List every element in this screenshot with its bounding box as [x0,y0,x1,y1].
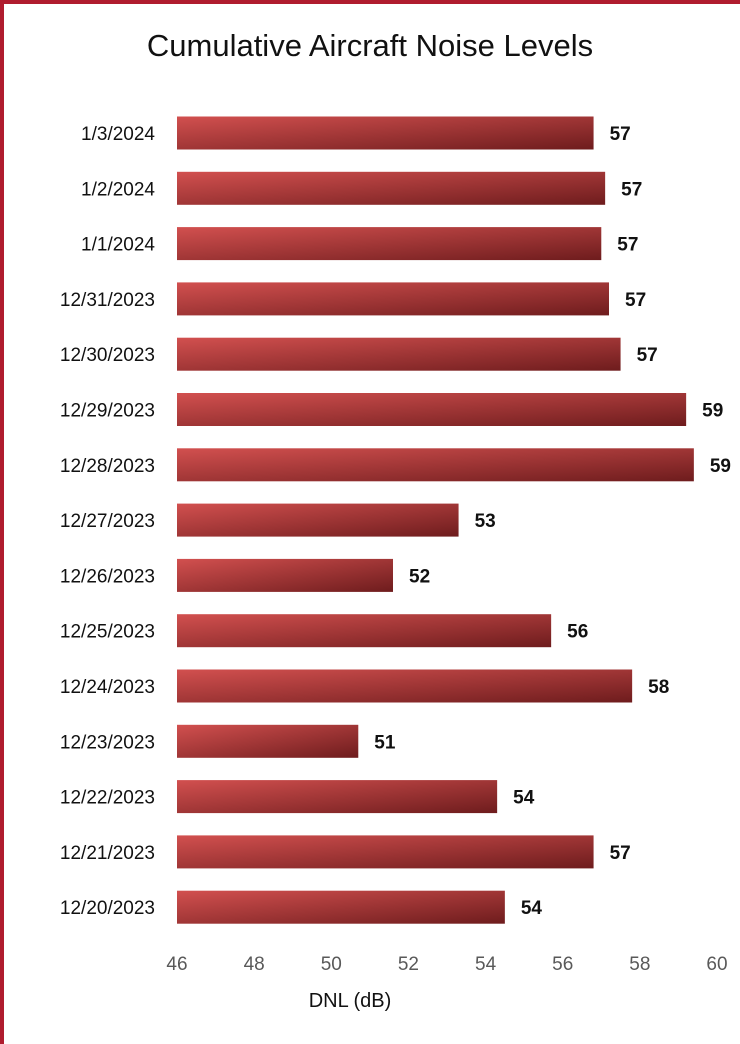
bar [177,835,594,869]
bar [177,448,694,482]
data-label: 57 [625,290,646,311]
y-tick-label: 12/23/2023 [60,732,155,753]
x-tick-label: 58 [629,954,650,975]
bar [177,890,505,924]
x-tick-label: 46 [166,954,187,975]
bar [177,669,633,703]
bar [177,558,393,592]
data-label: 57 [621,179,642,200]
bars-group: 1/3/2024 57 1/2/2024 57 1/1/2024 57 12/31/2023… [60,116,731,924]
y-tick-label: 12/29/2023 [60,401,155,422]
y-tick-label: 12/22/2023 [60,788,155,809]
bar [177,116,594,150]
bar [177,724,359,758]
data-label: 51 [374,732,396,753]
bar [177,337,621,371]
y-tick-label: 12/20/2023 [60,898,155,919]
data-label: 54 [521,898,543,919]
data-label: 59 [710,456,731,477]
data-label: 52 [409,566,430,587]
data-label: 57 [617,235,638,256]
y-tick-label: 12/28/2023 [60,456,155,477]
data-label: 57 [637,345,658,366]
y-tick-label: 1/2/2024 [81,179,155,200]
x-axis-label: DNL (dB) [308,990,392,1012]
bar [177,227,602,261]
bar [177,503,459,537]
data-label: 54 [513,788,535,809]
y-tick-label: 12/26/2023 [60,566,155,587]
x-tick-label: 52 [398,954,419,975]
bar [177,780,498,814]
data-label: 58 [648,677,669,698]
y-tick-label: 12/30/2023 [60,345,155,366]
bar [177,393,687,426]
data-label: 53 [475,511,496,532]
chart-title: Cumulative Aircraft Noise Levels [146,28,594,63]
data-label: 56 [567,622,588,643]
y-tick-label: 1/1/2024 [81,235,155,256]
x-tick-label: 50 [321,954,342,975]
bar [177,614,552,648]
bar [177,282,609,316]
bar [177,171,606,205]
data-label: 57 [610,124,631,145]
y-tick-label: 12/27/2023 [60,511,155,532]
x-tick-label: 48 [244,954,265,975]
y-tick-label: 12/25/2023 [60,622,155,643]
y-tick-label: 12/21/2023 [60,843,155,864]
y-tick-label: 1/3/2024 [81,124,155,145]
y-tick-label: 12/24/2023 [60,677,155,698]
data-label: 59 [702,401,723,422]
data-label: 57 [610,843,631,864]
y-tick-label: 12/31/2023 [60,290,155,311]
x-tick-label: 54 [475,954,497,975]
x-tick-label: 60 [706,954,727,975]
x-tick-label: 56 [552,954,573,975]
